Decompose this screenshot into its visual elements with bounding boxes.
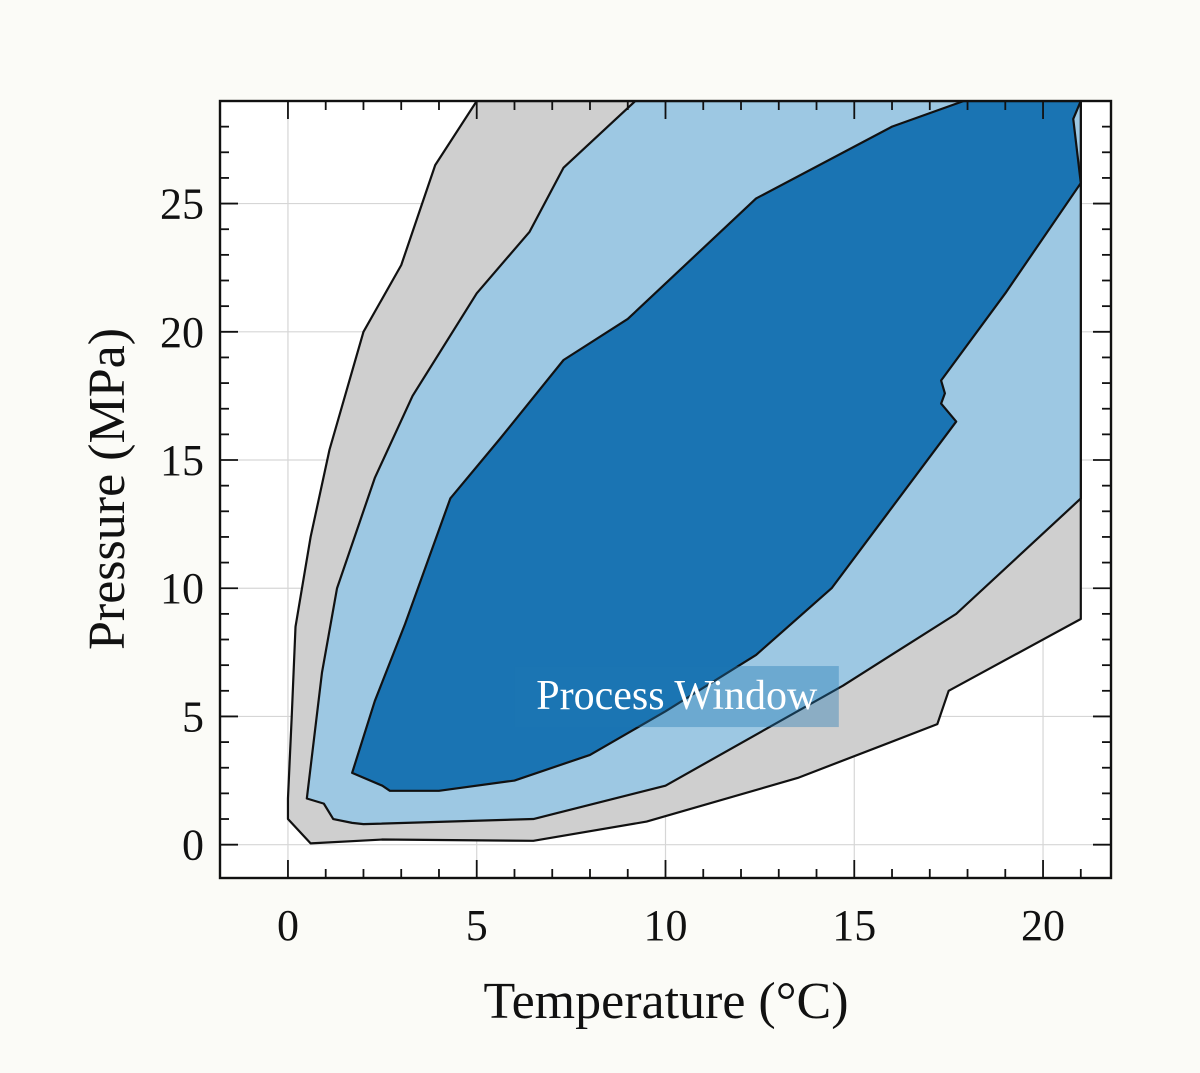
y-tick-label: 15 <box>160 436 204 485</box>
contour-layer <box>286 101 1082 845</box>
annotation-layer: Process Window <box>514 666 839 728</box>
x-tick-label: 10 <box>644 901 688 950</box>
x-tick-label: 20 <box>1021 901 1065 950</box>
x-axis-title: Temperature (°C) <box>483 973 848 1030</box>
y-tick-label: 20 <box>160 308 204 357</box>
annotation-label: Process Window <box>536 673 818 719</box>
contour-region-inner <box>351 101 1082 792</box>
y-tick-label: 25 <box>160 180 204 229</box>
annotation-label-backdrop <box>514 666 839 728</box>
y-axis-title: Pressure (MPa) <box>79 328 136 650</box>
y-tick-label: 5 <box>182 692 204 741</box>
tick-layer: 0 5 10 15 20 0 5 10 15 20 25 <box>160 101 1111 950</box>
x-tick-label: 15 <box>832 901 876 950</box>
y-tick-label: 0 <box>182 821 204 870</box>
x-tick-label: 5 <box>466 901 488 950</box>
y-tick-label: 10 <box>160 564 204 613</box>
x-tick-label: 0 <box>277 901 299 950</box>
